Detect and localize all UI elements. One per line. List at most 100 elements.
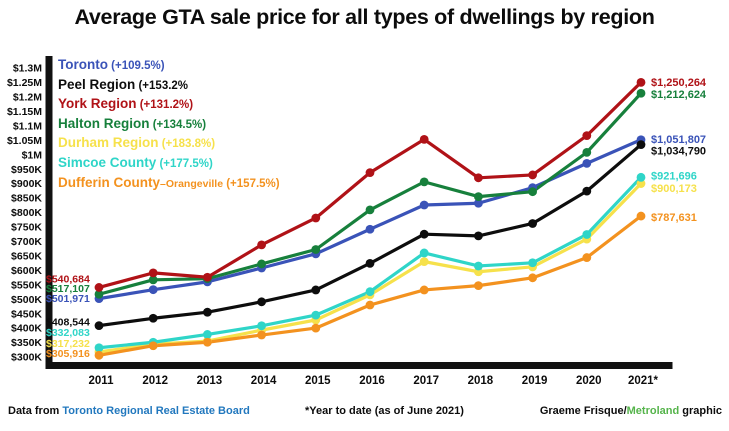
y-tick-label: $1M [22,149,43,161]
data-source-prefix: Data from [8,405,63,417]
data-point-york-region [636,77,646,87]
start-value-label-simcoe-county: $332,083 [46,327,90,339]
data-point-dufferin-county [203,337,212,347]
start-value-label-halton-region: $517,107 [46,283,90,295]
x-axis-line [45,362,673,369]
data-point-york-region [528,170,537,180]
end-value-label-halton-region: $1,212,624 [651,89,707,101]
data-point-halton-region [257,259,266,269]
data-point-halton-region [636,88,646,98]
graphic-credit: Graeme Frisque/Metroland graphic [540,405,722,417]
data-point-dufferin-county [365,300,375,310]
data-point-dufferin-county [311,323,321,333]
data-point-dufferin-county [257,330,266,340]
data-point-toronto [148,285,158,295]
data-point-dufferin-county [528,273,537,283]
credit-suffix: graphic [679,405,722,417]
y-tick-label: $900K [11,178,42,190]
x-tick-label: 2016 [359,375,385,387]
data-point-peel-region [474,231,483,241]
legend-label: Halton Region [58,115,150,131]
data-point-dufferin-county [474,281,483,291]
legend-pct-change: (+153.2% [135,79,189,92]
data-point-halton-region [528,187,537,197]
data-point-dufferin-county [419,285,429,295]
data-source: Data from Toronto Regional Real Estate B… [8,405,250,417]
legend-item-halton-region: Halton Region (+134.5%) [58,115,280,135]
data-point-toronto [365,224,375,234]
legend-label: Dufferin County [58,174,160,190]
data-point-york-region [148,268,158,278]
end-value-label-simcoe-county: $921,696 [651,170,697,182]
data-point-halton-region [419,177,429,187]
start-value-label-dufferin-county: $305,916 [46,348,90,360]
legend-pct-change: (+177.5%) [156,157,213,170]
data-point-peel-region [94,321,104,331]
legend-pct-change: (+109.5%) [107,60,165,72]
x-tick-label: 2017 [413,375,439,387]
y-tick-label: $600K [11,265,42,277]
data-point-simcoe-county [203,330,212,339]
y-tick-label: $1.25M [7,77,42,89]
y-tick-label: $500K [11,294,42,306]
data-point-simcoe-county [582,230,592,239]
data-point-durham-region [636,179,646,188]
footer: Data from Toronto Regional Real Estate B… [0,401,729,425]
y-tick-label: $550K [11,279,42,291]
y-tick-label: $450K [11,308,42,320]
data-point-york-region [474,173,483,183]
legend-item-simcoe-county: Simcoe County (+177.5%) [58,154,280,174]
y-tick-label: $850K [11,193,42,205]
data-point-simcoe-county [311,310,321,320]
data-point-simcoe-county [528,258,537,268]
y-tick-label: $650K [11,250,42,262]
data-point-york-region [419,134,429,144]
data-point-york-region [94,283,104,292]
y-tick-label: $300K [11,352,42,364]
x-tick-label: 2012 [142,375,168,387]
data-source-link[interactable]: Toronto Regional Real Estate Board [62,405,250,417]
y-tick-label: $350K [11,337,42,349]
data-point-halton-region [365,205,375,215]
x-tick-label: 2019 [522,375,548,387]
data-point-halton-region [94,289,104,299]
legend-item-durham-region: Durham Region (+183.8%) [58,134,280,154]
chart-title: Average GTA sale price for all types of … [74,5,655,29]
credit-brand: Metroland [626,405,680,417]
x-tick-label: 2020 [576,375,602,387]
y-tick-label: $1.15M [7,106,42,118]
y-tick-label: $400K [11,323,42,335]
data-point-york-region [203,272,212,282]
data-point-dufferin-county [94,350,104,360]
y-tick-label: $1.2M [13,92,42,104]
x-tick-label: 2015 [305,375,331,387]
credit-author: Graeme Frisque/ [539,405,627,417]
legend-item-york-region: York Region (+131.2%) [58,95,280,115]
y-tick-label: $750K [11,222,42,234]
data-point-peel-region [148,313,158,323]
y-tick-label: $950K [11,164,42,176]
data-point-halton-region [582,147,592,157]
data-point-toronto [419,200,429,210]
data-point-peel-region [636,140,646,150]
end-value-label-durham-region: $900,173 [651,183,697,195]
chart-legend: Toronto (+109.5%) Peel Region (+153.2% Yor… [58,56,280,193]
start-value-label-peel-region: $408,544 [46,317,90,329]
legend-label: Simcoe County [58,154,157,170]
legend-pct-change: (+157.5%) [223,177,280,190]
data-point-peel-region [203,307,212,317]
legend-label: York Region [58,96,137,112]
x-tick-label: 2018 [468,375,494,387]
data-point-york-region [257,240,266,250]
data-point-simcoe-county [474,261,483,271]
x-tick-label: 2021* [628,375,659,387]
data-point-halton-region [148,275,158,285]
data-point-simcoe-county [94,343,104,353]
end-value-label-york-region: $1,250,264 [651,77,707,89]
data-point-toronto [582,158,592,168]
data-point-dufferin-county [582,253,592,262]
year-to-date-note: *Year to date (as of June 2021) [305,405,464,417]
data-point-simcoe-county [365,287,375,297]
legend-pct-change: (+134.5%) [149,118,207,131]
